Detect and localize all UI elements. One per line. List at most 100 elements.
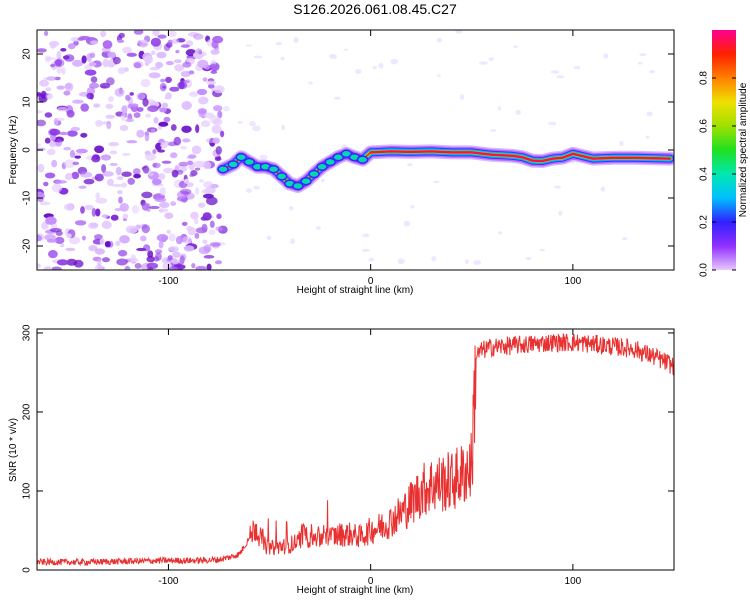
snr-xlabel: Height of straight line (km) [297,585,414,596]
noise-blob [206,196,218,206]
noise-blob [95,192,101,200]
noise-blob [39,201,51,206]
noise-blob [63,203,74,211]
noise-blob [46,239,58,243]
noise-blob [78,185,87,189]
noise-blob [74,220,87,226]
noise-blob [203,244,212,253]
noise-blob [69,236,81,245]
noise-blob [199,179,204,183]
noise-blob [141,191,153,199]
noise-blob [354,69,362,74]
noise-blob [150,37,161,47]
noise-blob [81,235,86,241]
noise-blob [180,80,190,83]
noise-blob [165,60,174,66]
noise-blob [94,145,105,154]
noise-blob [198,202,206,208]
noise-blob [63,90,71,96]
noise-blob [513,45,518,49]
noise-blob [99,238,105,245]
noise-blob [122,213,129,219]
noise-blob [51,183,63,193]
noise-blob [182,138,191,143]
noise-blob [154,197,167,203]
noise-blob [212,137,220,144]
noise-blob [290,238,295,244]
noise-blob [208,229,216,235]
noise-blob [121,182,127,188]
noise-blob [210,49,220,55]
noise-blob [86,92,94,100]
noise-blob [90,76,98,83]
noise-blob [157,125,163,131]
noise-blob [45,216,57,225]
noise-blob [72,99,84,104]
noise-blob [619,140,624,147]
noise-blob [125,225,138,234]
noise-blob [56,259,69,266]
noise-blob [180,44,190,48]
noise-blob [89,82,100,89]
noise-blob [160,78,166,83]
noise-blob [177,81,188,90]
colorbar-gradient [712,30,736,270]
noise-blob [168,233,176,242]
noise-blob [150,128,156,133]
noise-blob [179,255,185,265]
noise-blob [281,124,286,131]
noise-blob [195,187,200,195]
noise-blob [212,118,223,126]
noise-blob [108,142,120,147]
noise-blob [214,156,222,162]
noise-blob [45,57,57,61]
noise-blob [37,234,43,242]
noise-blob [95,208,101,217]
noise-blob [55,180,67,184]
noise-blob [66,233,72,238]
noise-blob [126,52,137,57]
noise-blob [86,53,92,62]
noise-blob [208,83,215,89]
noise-blob [118,249,128,257]
noise-blob [175,49,180,54]
noise-blob [125,118,135,123]
noise-blob [88,245,98,252]
noise-blob [215,226,224,231]
noise-blob [163,167,174,174]
noise-blob [80,103,89,112]
noise-blob [71,171,80,180]
noise-blob [136,92,146,100]
noise-blob [106,77,115,86]
noise-blob [117,39,125,43]
noise-blob [131,204,140,214]
noise-blob [42,77,48,84]
noise-blob [90,40,99,45]
noise-blob [155,142,162,151]
ridge-node [227,160,239,169]
noise-blob [51,159,58,168]
noise-blob [193,160,206,168]
noise-blob [328,53,338,60]
noise-blob [41,221,49,230]
noise-blob [159,201,170,209]
noise-blob [133,173,142,179]
noise-blob [44,112,53,118]
noise-blob [436,74,441,77]
noise-blob [390,58,398,65]
noise-blob [117,190,123,195]
noise-blob [44,172,56,179]
noise-blob [111,183,123,188]
noise-blob [488,57,494,62]
noise-blob [51,266,62,270]
noise-blob [464,259,469,264]
noise-blob [558,210,563,216]
noise-blob [119,125,129,131]
noise-blob [142,97,149,107]
noise-blob [65,173,73,181]
noise-blob [215,146,222,155]
noise-blob [93,103,101,108]
frequency-ridge [216,144,674,193]
noise-blob [105,103,114,110]
